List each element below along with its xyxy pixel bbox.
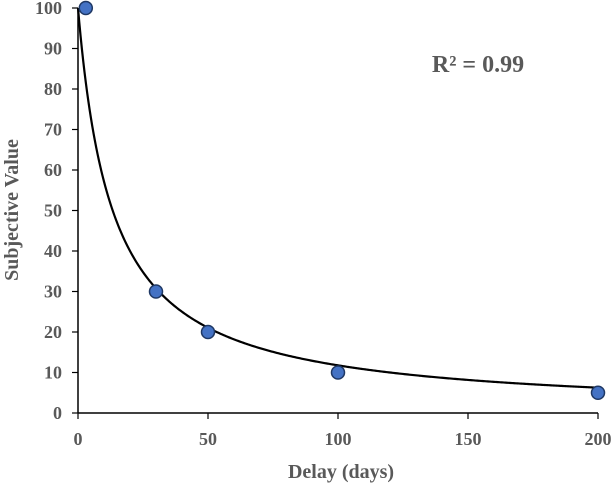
x-tick-label: 150	[455, 429, 482, 449]
y-tick-label: 80	[44, 79, 62, 99]
x-tick-label: 0	[74, 429, 83, 449]
y-tick-label: 10	[44, 363, 62, 383]
y-tick-label: 50	[44, 201, 62, 221]
y-tick-label: 20	[44, 322, 62, 342]
x-tick-label: 50	[199, 429, 217, 449]
y-tick-label: 100	[35, 0, 62, 18]
r-squared-annotation: R² = 0.99	[432, 52, 524, 78]
data-point	[148, 284, 164, 299]
y-tick-label: 60	[44, 160, 62, 180]
x-tick-label: 100	[325, 429, 352, 449]
data-point	[590, 385, 606, 400]
y-tick-label: 30	[44, 282, 62, 302]
y-tick-label: 40	[44, 241, 62, 261]
y-tick-label: 70	[44, 120, 62, 140]
y-axis-title: Subjective Value	[1, 139, 23, 281]
data-point	[200, 324, 216, 340]
x-axis-title: Delay (days)	[288, 461, 394, 483]
y-tick-label: 0	[53, 403, 62, 423]
x-tick-label: 200	[585, 429, 612, 449]
data-point	[330, 365, 346, 380]
y-tick-label: 90	[44, 39, 62, 59]
data-point	[78, 0, 94, 16]
